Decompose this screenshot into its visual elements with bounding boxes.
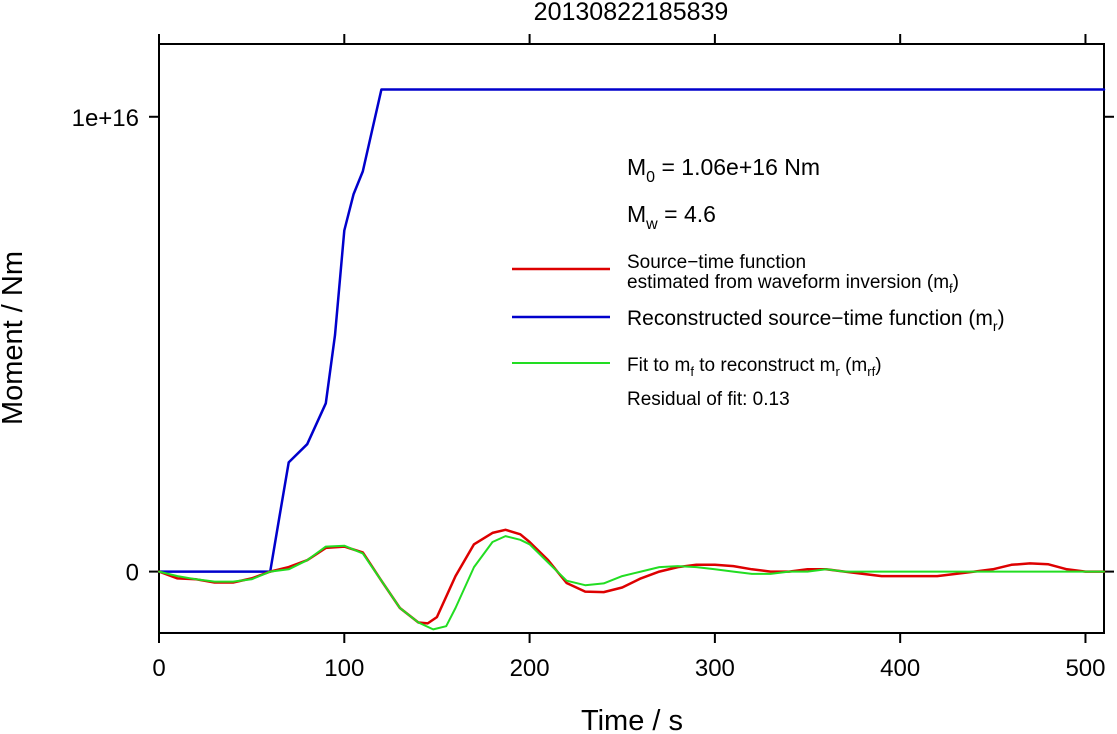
x-tick-label: 200 xyxy=(510,655,550,682)
x-tick-label: 100 xyxy=(324,655,364,682)
y-axis-ticks: 0 1e+16 xyxy=(72,105,1114,587)
x-tick-label: 300 xyxy=(695,655,735,682)
x-axis-label: Time / s xyxy=(581,705,683,734)
legend-entry-red-line-1: Source−time function xyxy=(627,252,806,273)
y-tick-label: 0 xyxy=(126,560,139,587)
x-tick-label: 0 xyxy=(152,655,165,682)
plot-frame xyxy=(158,43,1105,634)
series-line-reconstructed xyxy=(157,88,1106,573)
x-axis-ticks: 0 100 200 300 400 500 xyxy=(152,34,1105,682)
y-tick-label: 1e+16 xyxy=(72,105,139,132)
residual-annotation: Residual of fit: 0.13 xyxy=(627,389,790,410)
legend-entry-blue: Reconstructed source−time function (mr) xyxy=(627,307,1005,334)
y-axis-label: Moment / Nm xyxy=(0,251,29,425)
m0-annotation: M0 = 1.06e+16 Nm xyxy=(627,154,820,186)
series-line-fit xyxy=(158,535,1105,631)
mw-annotation: Mw = 4.6 xyxy=(627,201,716,233)
series-layer xyxy=(157,88,1106,631)
chart-title: 20130822185839 xyxy=(534,0,729,26)
legend-entry-red-line-2: estimated from waveform inversion (mf) xyxy=(627,272,959,296)
x-tick-label: 500 xyxy=(1065,655,1105,682)
x-tick-label: 400 xyxy=(880,655,920,682)
legend-entry-green: Fit to mf to reconstruct mr (mrf) xyxy=(627,355,882,379)
